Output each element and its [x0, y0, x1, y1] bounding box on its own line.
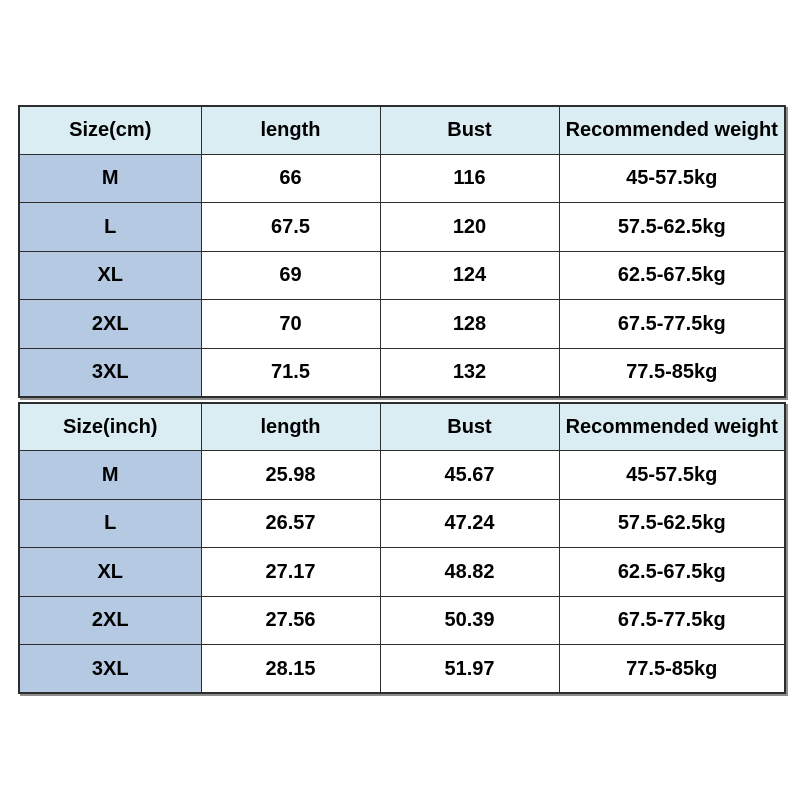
value-cell: 71.5	[200, 347, 381, 397]
value-cell: 66	[200, 153, 381, 203]
table-row: M 25.98 45.67 45-57.5kg	[18, 450, 786, 500]
table-row: 2XL 27.56 50.39 67.5-77.5kg	[18, 595, 786, 645]
table-row: L 26.57 47.24 57.5-62.5kg	[18, 498, 786, 548]
value-cell: 116	[379, 153, 560, 203]
size-label-cell: L	[18, 202, 202, 252]
column-header: length	[200, 402, 381, 451]
value-cell: 57.5-62.5kg	[558, 498, 786, 548]
header-row: Size(inch) length Bust Recommended weight	[18, 402, 786, 451]
column-header: Recommended weight	[558, 105, 786, 155]
size-label-cell: 2XL	[18, 299, 202, 349]
size-label-cell: L	[18, 498, 202, 548]
header-row: Size(cm) length Bust Recommended weight	[18, 105, 786, 155]
value-cell: 50.39	[379, 595, 560, 645]
table-row: XL 69 124 62.5-67.5kg	[18, 250, 786, 300]
value-cell: 27.17	[200, 547, 381, 597]
size-chart-inch-header: Size(inch) length Bust Recommended weight	[18, 402, 786, 451]
size-label-cell: 3XL	[18, 644, 202, 694]
column-header: Recommended weight	[558, 402, 786, 451]
column-header: length	[200, 105, 381, 155]
table-row: 3XL 71.5 132 77.5-85kg	[18, 347, 786, 397]
size-label-cell: 3XL	[18, 347, 202, 397]
value-cell: 69	[200, 250, 381, 300]
column-header: Bust	[379, 105, 560, 155]
value-cell: 45-57.5kg	[558, 450, 786, 500]
column-header: Size(cm)	[18, 105, 202, 155]
value-cell: 45-57.5kg	[558, 153, 786, 203]
value-cell: 67.5	[200, 202, 381, 252]
value-cell: 25.98	[200, 450, 381, 500]
value-cell: 62.5-67.5kg	[558, 250, 786, 300]
table-row: M 66 116 45-57.5kg	[18, 153, 786, 203]
value-cell: 62.5-67.5kg	[558, 547, 786, 597]
value-cell: 77.5-85kg	[558, 347, 786, 397]
size-charts-container: Size(cm) length Bust Recommended weight M 66…	[18, 105, 786, 694]
value-cell: 124	[379, 250, 560, 300]
value-cell: 120	[379, 202, 560, 252]
value-cell: 67.5-77.5kg	[558, 299, 786, 349]
size-label-cell: XL	[18, 250, 202, 300]
size-label-cell: 2XL	[18, 595, 202, 645]
value-cell: 132	[379, 347, 560, 397]
value-cell: 28.15	[200, 644, 381, 694]
size-label-cell: M	[18, 450, 202, 500]
value-cell: 70	[200, 299, 381, 349]
value-cell: 67.5-77.5kg	[558, 595, 786, 645]
size-chart-inch-table: Size(inch) length Bust Recommended weight M…	[18, 401, 786, 694]
size-label-cell: M	[18, 153, 202, 203]
table-row: XL 27.17 48.82 62.5-67.5kg	[18, 547, 786, 597]
value-cell: 47.24	[379, 498, 560, 548]
value-cell: 45.67	[379, 450, 560, 500]
value-cell: 128	[379, 299, 560, 349]
table-row: L 67.5 120 57.5-62.5kg	[18, 202, 786, 252]
size-chart-inch-body: M 25.98 45.67 45-57.5kg L 26.57 47.24 57.5-62.5…	[18, 450, 786, 694]
table-row: 2XL 70 128 67.5-77.5kg	[18, 299, 786, 349]
value-cell: 51.97	[379, 644, 560, 694]
value-cell: 77.5-85kg	[558, 644, 786, 694]
column-header: Bust	[379, 402, 560, 451]
value-cell: 27.56	[200, 595, 381, 645]
size-chart-cm-body: M 66 116 45-57.5kg L 67.5 120 57.5-62.5kg XL 69 12…	[18, 153, 786, 397]
value-cell: 57.5-62.5kg	[558, 202, 786, 252]
column-header: Size(inch)	[18, 402, 202, 451]
value-cell: 26.57	[200, 498, 381, 548]
size-chart-cm-table: Size(cm) length Bust Recommended weight M 66…	[18, 105, 786, 398]
size-label-cell: XL	[18, 547, 202, 597]
value-cell: 48.82	[379, 547, 560, 597]
table-row: 3XL 28.15 51.97 77.5-85kg	[18, 644, 786, 694]
size-chart-cm-header: Size(cm) length Bust Recommended weight	[18, 105, 786, 155]
